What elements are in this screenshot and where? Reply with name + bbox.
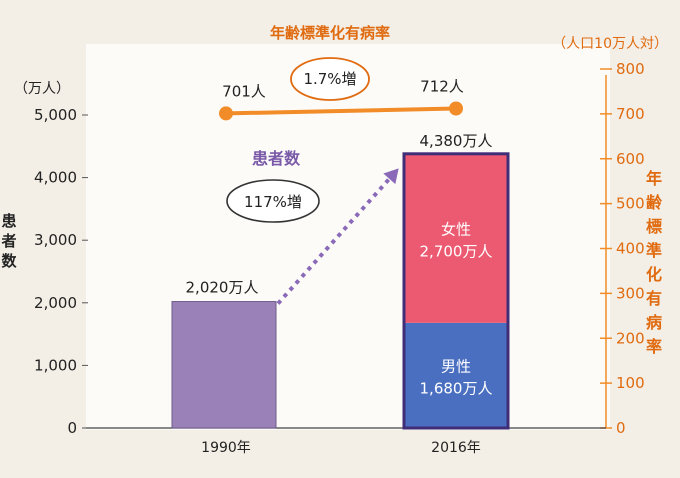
bar-2016-outline — [402, 152, 510, 430]
left-tick-label: 2,000 — [34, 294, 77, 312]
left-tick-label: 1,000 — [34, 356, 77, 374]
right-tick-label: 200 — [616, 329, 645, 347]
right-tick-label: 400 — [616, 240, 645, 258]
bar-growth-label: 117%増 — [244, 193, 302, 211]
stack-label-female: 女性 — [441, 220, 471, 238]
rate-growth-ellipse — [290, 57, 370, 101]
stack-value-female: 2,700万人 — [420, 242, 493, 260]
x-tick-2016: 2016年 — [431, 440, 481, 456]
right-axis-ticks: 0 100 200 300 400 500 600 700 800 — [600, 60, 645, 437]
right-axis-label: 年齢標準化有病率 — [646, 169, 663, 356]
right-tick-label: 100 — [616, 374, 645, 392]
right-tick-label: 700 — [616, 105, 645, 123]
left-axis-label: 患者数 — [1, 212, 17, 270]
growth-arrowhead — [383, 168, 399, 185]
right-tick-label: 800 — [616, 60, 645, 78]
rate-title: 年齢標準化有病率 — [270, 24, 390, 42]
plot-panel — [86, 44, 610, 430]
rate-point-2016 — [449, 101, 463, 116]
bar-series-label: 患者数 — [252, 149, 301, 168]
right-tick-label: 600 — [616, 150, 645, 168]
growth-arrow — [276, 174, 394, 305]
rate-growth-label: 1.7%増 — [303, 70, 356, 88]
right-tick-label: 0 — [616, 419, 626, 437]
left-tick-label: 4,000 — [34, 169, 77, 187]
left-tick-label: 0 — [67, 419, 77, 437]
left-tick-label: 3,000 — [34, 231, 77, 249]
bar-value-1990: 2,020万人 — [186, 279, 259, 297]
x-tick-1990: 1990年 — [201, 440, 251, 456]
bar-2016-male — [404, 322, 508, 428]
bar-value-2016: 4,380万人 — [420, 132, 493, 150]
stack-value-male: 1,680万人 — [420, 379, 493, 397]
rate-point-1990 — [219, 106, 233, 121]
stack-label-male: 男性 — [441, 357, 471, 375]
left-axis-unit: （万人） — [14, 81, 70, 97]
right-tick-label: 500 — [616, 195, 645, 213]
left-tick-label: 5,000 — [34, 106, 77, 124]
rate-value-1990: 701人 — [222, 82, 266, 100]
bar-2016-female — [404, 153, 508, 323]
right-tick-label: 300 — [616, 284, 645, 302]
right-axis-unit: （人口10万人対） — [552, 36, 668, 52]
left-axis-ticks: 0 1,000 2,000 3,000 4,000 5,000 — [34, 106, 88, 437]
bar-growth-ellipse — [226, 179, 320, 223]
bar-1990 — [171, 301, 277, 429]
rate-line — [225, 106, 457, 116]
rate-value-2016: 712人 — [420, 77, 464, 95]
